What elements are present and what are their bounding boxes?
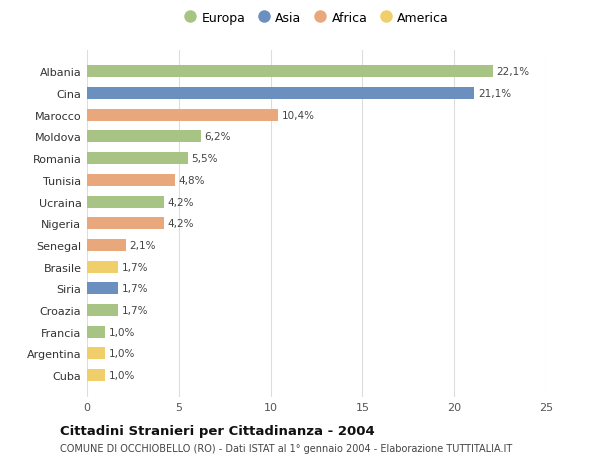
Text: 6,2%: 6,2% <box>205 132 231 142</box>
Bar <box>87 218 164 230</box>
Bar <box>87 261 118 273</box>
Bar <box>87 66 493 78</box>
Text: 1,7%: 1,7% <box>122 305 148 315</box>
Text: 10,4%: 10,4% <box>281 111 314 121</box>
Bar <box>87 283 118 295</box>
Text: Cittadini Stranieri per Cittadinanza - 2004: Cittadini Stranieri per Cittadinanza - 2… <box>60 424 375 437</box>
Text: 22,1%: 22,1% <box>496 67 530 77</box>
Text: 1,0%: 1,0% <box>109 349 136 358</box>
Bar <box>87 348 106 360</box>
Text: 1,0%: 1,0% <box>109 327 136 337</box>
Bar <box>87 88 475 100</box>
Text: 4,2%: 4,2% <box>168 219 194 229</box>
Bar <box>87 240 125 252</box>
Text: 2,1%: 2,1% <box>129 241 156 251</box>
Text: 5,5%: 5,5% <box>191 154 218 164</box>
Bar <box>87 131 201 143</box>
Bar <box>87 153 188 165</box>
Text: 1,0%: 1,0% <box>109 370 136 381</box>
Bar <box>87 326 106 338</box>
Text: 4,8%: 4,8% <box>179 175 205 185</box>
Bar <box>87 174 175 186</box>
Text: 4,2%: 4,2% <box>168 197 194 207</box>
Legend: Europa, Asia, Africa, America: Europa, Asia, Africa, America <box>184 11 449 25</box>
Text: 1,7%: 1,7% <box>122 284 148 294</box>
Bar <box>87 110 278 122</box>
Bar <box>87 304 118 316</box>
Text: 1,7%: 1,7% <box>122 262 148 272</box>
Text: COMUNE DI OCCHIOBELLO (RO) - Dati ISTAT al 1° gennaio 2004 - Elaborazione TUTTIT: COMUNE DI OCCHIOBELLO (RO) - Dati ISTAT … <box>60 443 512 453</box>
Text: 21,1%: 21,1% <box>478 89 511 99</box>
Bar <box>87 369 106 381</box>
Bar <box>87 196 164 208</box>
